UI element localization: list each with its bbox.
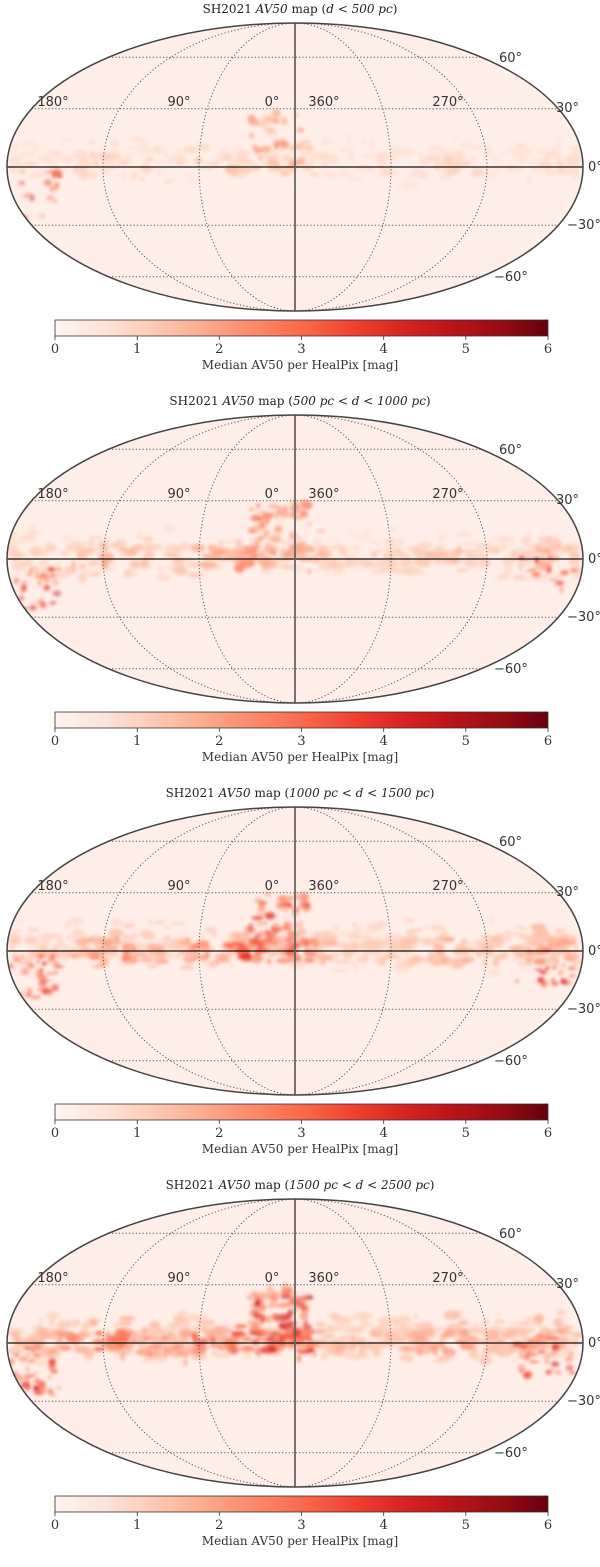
map-panel-3: 180° 90° 0° 360° 270° 60° 30° 0° −30° −60° 0 1 2 3 4 5 6… xyxy=(0,784,600,1175)
lat-tick-label: 30° xyxy=(556,1277,579,1292)
lat-tick-label: −60° xyxy=(494,270,528,285)
colorbar-tick-label: 0 xyxy=(51,1126,59,1141)
colorbar-label-2: Median AV50 per HealPix [mag] xyxy=(201,750,399,764)
panel-title-3: SH2021 AV50 map (1000 pc < d < 1500 pc) xyxy=(165,786,435,800)
colorbar-tick-label: 0 xyxy=(51,342,59,357)
lon-tick-label: 270° xyxy=(432,1271,463,1286)
mollweide-map-2: 180° 90° 0° 360° 270° 60° 30° 0° −30° −60° 0 1 2 3 4 5 6 xyxy=(6,414,600,749)
colorbar xyxy=(54,711,549,729)
lon-tick-label: 180° xyxy=(37,487,68,502)
graticule xyxy=(7,414,583,704)
colorbar-tick-label: 4 xyxy=(380,1126,388,1141)
lat-tick-label: 60° xyxy=(499,1227,522,1242)
map-outline xyxy=(6,414,584,704)
colorbar-tick-label: 5 xyxy=(462,342,470,357)
lon-tick-label: 360° xyxy=(308,1271,339,1286)
colorbar-tick-label: 5 xyxy=(462,734,470,749)
graticule xyxy=(7,806,583,1096)
lon-tick-label: 270° xyxy=(432,487,463,502)
map-outline xyxy=(6,806,584,1096)
lon-tick-label: 360° xyxy=(308,95,339,110)
lon-tick-label: 270° xyxy=(432,879,463,894)
lon-tick-label: 0° xyxy=(265,95,280,110)
colorbar-tick-label: 6 xyxy=(544,1126,552,1141)
dust-extinction-layer xyxy=(7,498,583,613)
lon-tick-label: 180° xyxy=(37,1271,68,1286)
lon-tick-label: 90° xyxy=(167,487,190,502)
map-outline xyxy=(6,1198,584,1488)
lat-tick-label: −30° xyxy=(567,1394,600,1409)
colorbar-tick-label: 6 xyxy=(544,734,552,749)
lat-tick-label: 30° xyxy=(556,493,579,508)
colorbar-tick-label: 1 xyxy=(133,1126,141,1141)
lat-tick-label: −60° xyxy=(494,662,528,677)
lon-tick-label: 360° xyxy=(308,487,339,502)
lat-tick-label: −60° xyxy=(494,1054,528,1069)
colorbar-tick-label: 2 xyxy=(215,1126,223,1141)
lon-tick-label: 180° xyxy=(37,95,68,110)
lat-tick-label: 30° xyxy=(556,885,579,900)
lon-tick-label: 90° xyxy=(167,879,190,894)
panel-title-1: SH2021 AV50 map (d < 500 pc) xyxy=(202,2,398,16)
dust-extinction-layer xyxy=(8,1282,583,1398)
colorbar-tick-label: 2 xyxy=(215,342,223,357)
colorbar-tick-label: 3 xyxy=(297,342,305,357)
lat-tick-label: 0° xyxy=(588,552,600,567)
colorbar-tick-label: 3 xyxy=(297,1126,305,1141)
lon-tick-label: 90° xyxy=(167,1271,190,1286)
map-outline xyxy=(6,22,584,312)
graticule xyxy=(7,1198,583,1488)
colorbar-label-3: Median AV50 per HealPix [mag] xyxy=(201,1142,399,1156)
panel-title-4: SH2021 AV50 map (1500 pc < d < 2500 pc) xyxy=(165,1178,435,1192)
colorbar-label-4: Median AV50 per HealPix [mag] xyxy=(201,1534,399,1548)
map-panel-4: 180° 90° 0° 360° 270° 60° 30° 0° −30° −60° 0 1 2 3 4 5 6… xyxy=(0,1176,600,1567)
mollweide-map-3: 180° 90° 0° 360° 270° 60° 30° 0° −30° −60° 0 1 2 3 4 5 6 xyxy=(6,806,600,1141)
lat-tick-label: 0° xyxy=(588,1336,600,1351)
lat-tick-label: 30° xyxy=(556,101,579,116)
colorbar-tick-label: 4 xyxy=(380,1518,388,1533)
lat-tick-label: 60° xyxy=(499,835,522,850)
map-panel-1: 180° 90° 0° 360° 270° 60° 30° 0° −30° −60° 0 1 2 3 4 5 6… xyxy=(0,0,600,391)
colorbar-tick-label: 3 xyxy=(297,734,305,749)
colorbar-tick-label: 5 xyxy=(462,1518,470,1533)
colorbar-tick-label: 6 xyxy=(544,342,552,357)
colorbar-tick-label: 5 xyxy=(462,1126,470,1141)
lat-tick-label: 0° xyxy=(588,944,600,959)
lon-tick-label: 360° xyxy=(308,879,339,894)
colorbar xyxy=(54,319,549,337)
graticule xyxy=(7,22,583,312)
colorbar-tick-label: 4 xyxy=(380,342,388,357)
colorbar-tick-label: 6 xyxy=(544,1518,552,1533)
lon-tick-label: 90° xyxy=(167,95,190,110)
colorbar-tick-label: 3 xyxy=(297,1518,305,1533)
colorbar-tick-label: 1 xyxy=(133,734,141,749)
colorbar-tick-label: 1 xyxy=(133,342,141,357)
lon-tick-label: 270° xyxy=(432,95,463,110)
colorbar-tick-label: 2 xyxy=(215,1518,223,1533)
mollweide-map-4: 180° 90° 0° 360° 270° 60° 30° 0° −30° −60° 0 1 2 3 4 5 6 xyxy=(6,1198,600,1533)
colorbar-tick-label: 0 xyxy=(51,734,59,749)
lat-tick-label: 0° xyxy=(588,160,600,175)
colorbar xyxy=(54,1495,549,1513)
lon-tick-label: 0° xyxy=(265,487,280,502)
lat-tick-label: −30° xyxy=(567,1002,600,1017)
lat-tick-label: 60° xyxy=(499,51,522,66)
colorbar-tick-label: 1 xyxy=(133,1518,141,1533)
colorbar-tick-label: 2 xyxy=(215,734,223,749)
lat-tick-label: −30° xyxy=(567,218,600,233)
colorbar-label-1: Median AV50 per HealPix [mag] xyxy=(201,358,399,372)
mollweide-map-1: 180° 90° 0° 360° 270° 60° 30° 0° −30° −60° 0 1 2 3 4 5 6 xyxy=(6,22,600,357)
colorbar-tick-label: 0 xyxy=(51,1518,59,1533)
lat-tick-label: 60° xyxy=(499,443,522,458)
lon-tick-label: 0° xyxy=(265,1271,280,1286)
lon-tick-label: 180° xyxy=(37,879,68,894)
panel-title-2: SH2021 AV50 map (500 pc < d < 1000 pc) xyxy=(169,394,431,408)
map-panel-2: 180° 90° 0° 360° 270° 60° 30° 0° −30° −60° 0 1 2 3 4 5 6… xyxy=(0,392,600,783)
colorbar-tick-label: 4 xyxy=(380,734,388,749)
lat-tick-label: −60° xyxy=(494,1446,528,1461)
lat-tick-label: −30° xyxy=(567,610,600,625)
lon-tick-label: 0° xyxy=(265,879,280,894)
colorbar xyxy=(54,1103,549,1121)
